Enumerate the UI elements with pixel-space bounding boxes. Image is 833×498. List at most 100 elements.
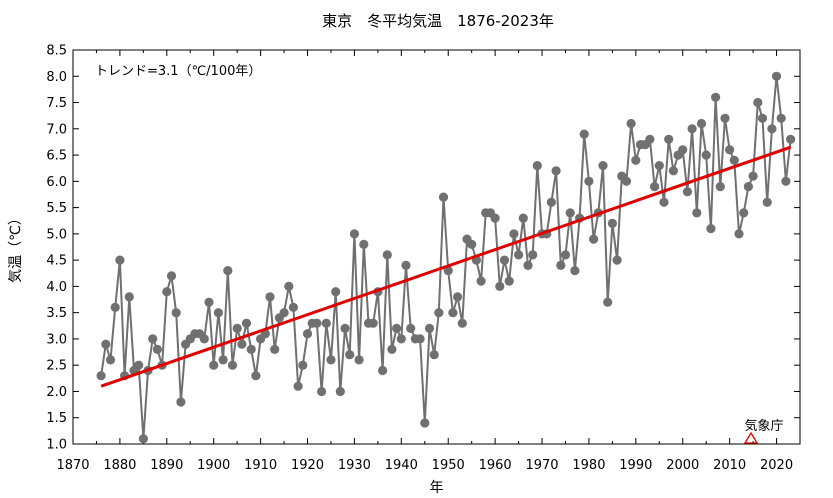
- x-tick-label: 1920: [291, 458, 324, 473]
- source-label: 気象庁: [744, 418, 783, 434]
- data-point: [584, 176, 594, 186]
- y-tick-label: 5.5: [46, 201, 67, 216]
- x-tick-label: 1950: [432, 458, 465, 473]
- data-point: [420, 418, 430, 428]
- data-point: [514, 250, 524, 260]
- data-point: [288, 302, 298, 312]
- data-point: [682, 187, 693, 197]
- plot-frame: [72, 49, 801, 445]
- y-tick-label: 8.5: [46, 44, 67, 59]
- data-point: [429, 350, 439, 360]
- x-tick-label: 2000: [666, 458, 699, 473]
- data-point: [213, 308, 223, 318]
- data-point: [382, 250, 392, 260]
- data-point: [518, 213, 528, 223]
- data-point: [523, 260, 533, 270]
- data-point: [589, 234, 599, 244]
- data-point: [438, 192, 449, 202]
- data-point: [387, 344, 397, 354]
- x-axis: 1870 1880 1890 1900 1910 1920 1930 1940 1950 1960…: [56, 50, 801, 473]
- x-tick-label: 1890: [150, 458, 183, 473]
- data-point: [317, 386, 327, 397]
- data-point: [504, 276, 514, 286]
- data-point: [401, 260, 411, 270]
- data-point: [692, 208, 702, 218]
- data-point: [729, 155, 739, 165]
- data-point: [612, 255, 622, 265]
- data-point: [115, 255, 125, 265]
- data-point: [434, 308, 444, 318]
- data-point: [767, 124, 777, 134]
- data-point: [312, 318, 322, 328]
- data-point: [607, 218, 618, 228]
- data-point: [701, 150, 711, 160]
- data-point: [570, 266, 580, 276]
- data-point: [457, 318, 467, 328]
- data-point: [603, 297, 613, 307]
- trend-line: [100, 145, 792, 388]
- data-point: [424, 323, 435, 333]
- data-point: [678, 145, 688, 155]
- y-tick-label: 5.0: [46, 227, 67, 242]
- data-point: [110, 302, 120, 312]
- y-tick-label: 4.0: [46, 280, 67, 295]
- data-point: [664, 134, 674, 144]
- data-point: [743, 182, 754, 192]
- y-tick-label: 2.0: [46, 385, 67, 400]
- data-point: [781, 176, 791, 186]
- data-point: [134, 360, 144, 370]
- data-point: [359, 239, 369, 249]
- x-tick-label: 2020: [760, 458, 793, 473]
- x-tick-label: 1970: [525, 458, 558, 473]
- plot-area: 1870 1880 1890 1900 1910 1920 1930 1940 1950 1960…: [46, 44, 801, 473]
- data-point: [105, 355, 116, 365]
- data-point: [218, 355, 228, 365]
- x-tick-label: 1880: [103, 458, 136, 473]
- data-point: [467, 239, 477, 249]
- data-point: [753, 97, 763, 108]
- data-point: [546, 197, 557, 207]
- data-point: [626, 118, 636, 129]
- trend-layer: [100, 145, 792, 388]
- data-point: [227, 360, 238, 370]
- data-point: [509, 229, 519, 239]
- data-point: [124, 292, 134, 302]
- data-point: [654, 161, 664, 171]
- chart-title: 東京 冬平均気温 1876-2023年: [322, 12, 554, 30]
- data-point: [396, 334, 406, 344]
- data-point: [668, 166, 679, 176]
- data-point: [209, 360, 219, 370]
- data-point: [246, 344, 256, 354]
- x-tick-label: 1900: [197, 458, 230, 473]
- source-triangle-icon: [743, 431, 759, 444]
- data-point: [415, 334, 425, 344]
- y-axis-title: 気温（℃）: [8, 211, 24, 283]
- data-point: [279, 308, 289, 318]
- data-point: [551, 166, 561, 176]
- y-tick-label: 3.0: [46, 332, 67, 347]
- data-point: [565, 208, 575, 218]
- data-point: [331, 287, 341, 297]
- data-point: [771, 71, 782, 81]
- y-axis: 1.0 1.5 2.0 2.5 3.0 3.5 4.0 4.5 5.0 5.5 6.0 6.5 7.0 7…: [46, 44, 800, 453]
- data-point: [321, 318, 331, 328]
- data-point: [659, 197, 669, 207]
- y-tick-label: 6.5: [46, 149, 67, 164]
- data-point: [631, 155, 641, 165]
- data-point: [392, 323, 402, 333]
- data-point: [406, 323, 416, 333]
- data-point: [162, 287, 172, 297]
- data-point: [270, 344, 280, 354]
- data-point: [298, 360, 308, 370]
- data-point: [739, 208, 749, 218]
- data-point: [199, 334, 209, 344]
- data-point: [696, 118, 707, 129]
- data-point: [645, 134, 655, 144]
- data-point: [734, 229, 744, 239]
- data-point: [762, 197, 772, 207]
- y-tick-label: 1.0: [46, 438, 67, 453]
- x-tick-label: 1990: [619, 458, 652, 473]
- series-line-winter-temperature: [100, 75, 792, 440]
- data-point: [368, 318, 378, 328]
